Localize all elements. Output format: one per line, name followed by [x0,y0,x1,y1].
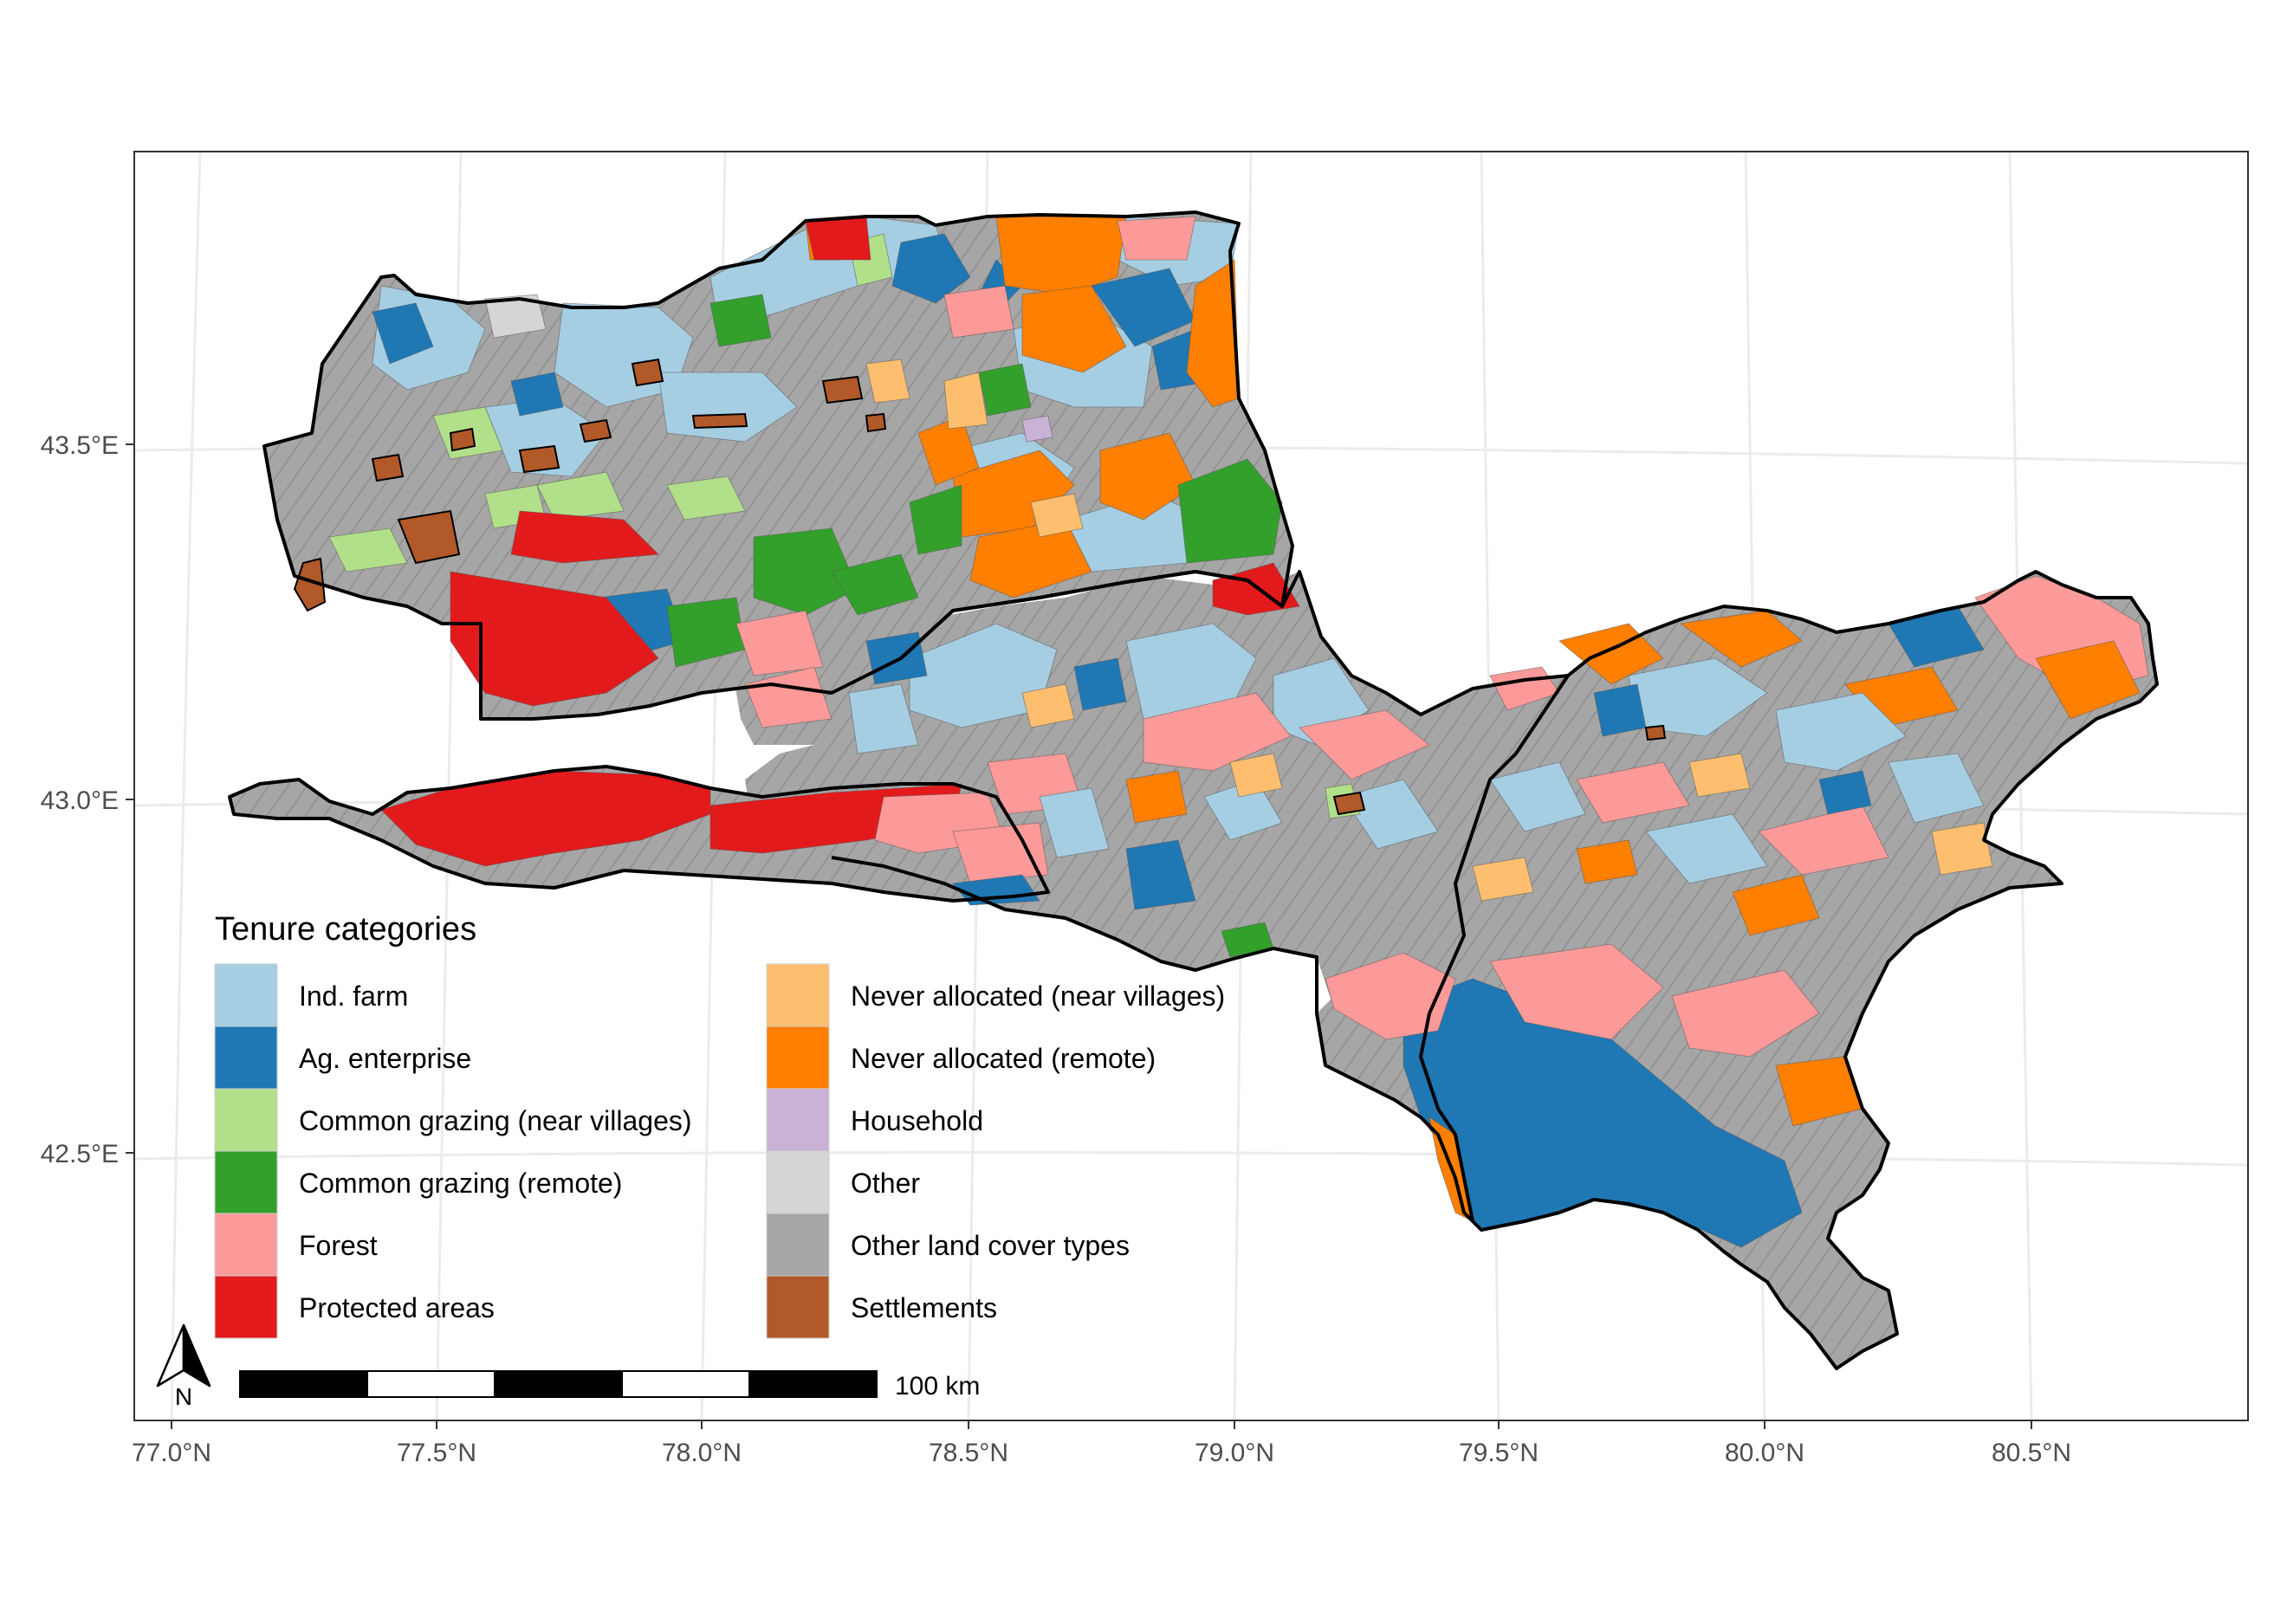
legend-label: Never allocated (remote) [851,1043,1156,1074]
scale-bar: 100 km [239,1370,980,1401]
x-tick-label: 79.0°N [1195,1439,1274,1467]
legend-swatch [766,1213,830,1277]
legend-label: Other [851,1168,920,1199]
legend-swatch [766,1088,830,1152]
legend-label: Household [851,1105,983,1136]
x-tick-label: 80.5°N [1992,1439,2071,1467]
y-tick-label: 43.5°E [41,431,119,460]
legend-label: Common grazing (near villages) [299,1105,692,1136]
x-tick-label: 78.5°N [929,1439,1008,1467]
legend-label: Settlements [851,1292,997,1323]
x-tick-label: 77.5°N [397,1439,476,1467]
legend-label: Ind. farm [299,980,408,1012]
legend-swatch [214,1213,278,1277]
settlements [293,358,1667,816]
legend-swatch [766,963,830,1027]
legend-label: Never allocated (near villages) [851,980,1225,1012]
legend-label: Ag. enterprise [299,1043,471,1074]
legend-swatch [214,1275,278,1339]
x-tick-label: 79.5°N [1459,1439,1539,1467]
x-tick-label: 78.0°N [662,1439,742,1467]
legend-swatch [766,1026,830,1090]
x-tick-label: 77.0°N [132,1439,211,1467]
legend-label: Other land cover types [851,1230,1130,1261]
north-arrow-icon: N [156,1323,211,1410]
legend-swatch [214,1150,278,1214]
y-tick-label: 42.5°E [41,1140,119,1168]
x-axis: 77.0°N 77.5°N 78.0°N 78.5°N 79.0°N 79.5°… [132,1420,2071,1467]
map-panel-border [133,151,2249,1421]
y-tick-label: 43.0°E [41,786,119,815]
tenure-patches [328,216,2149,1248]
legend-swatch [766,1275,830,1339]
x-tick-label: 80.0°N [1725,1439,1804,1467]
y-axis: 43.5°E 43.0°E 42.5°E [41,431,134,1168]
legend-swatch [766,1150,830,1214]
north-arrow-label: N [175,1383,192,1410]
legend-swatch [214,1088,278,1152]
scale-bar-label: 100 km [895,1372,980,1401]
legend-label: Forest [299,1230,378,1261]
district-borders [228,210,2159,1370]
legend-swatch [214,1026,278,1090]
legend-swatch [214,963,278,1027]
tenure-map [228,210,2159,1370]
legend-title: Tenure categories [215,911,476,948]
legend: Tenure categories Ind. farm Ag. enterpri… [214,911,1225,1339]
legend-label: Protected areas [299,1292,495,1323]
legend-label: Common grazing (remote) [299,1168,622,1199]
